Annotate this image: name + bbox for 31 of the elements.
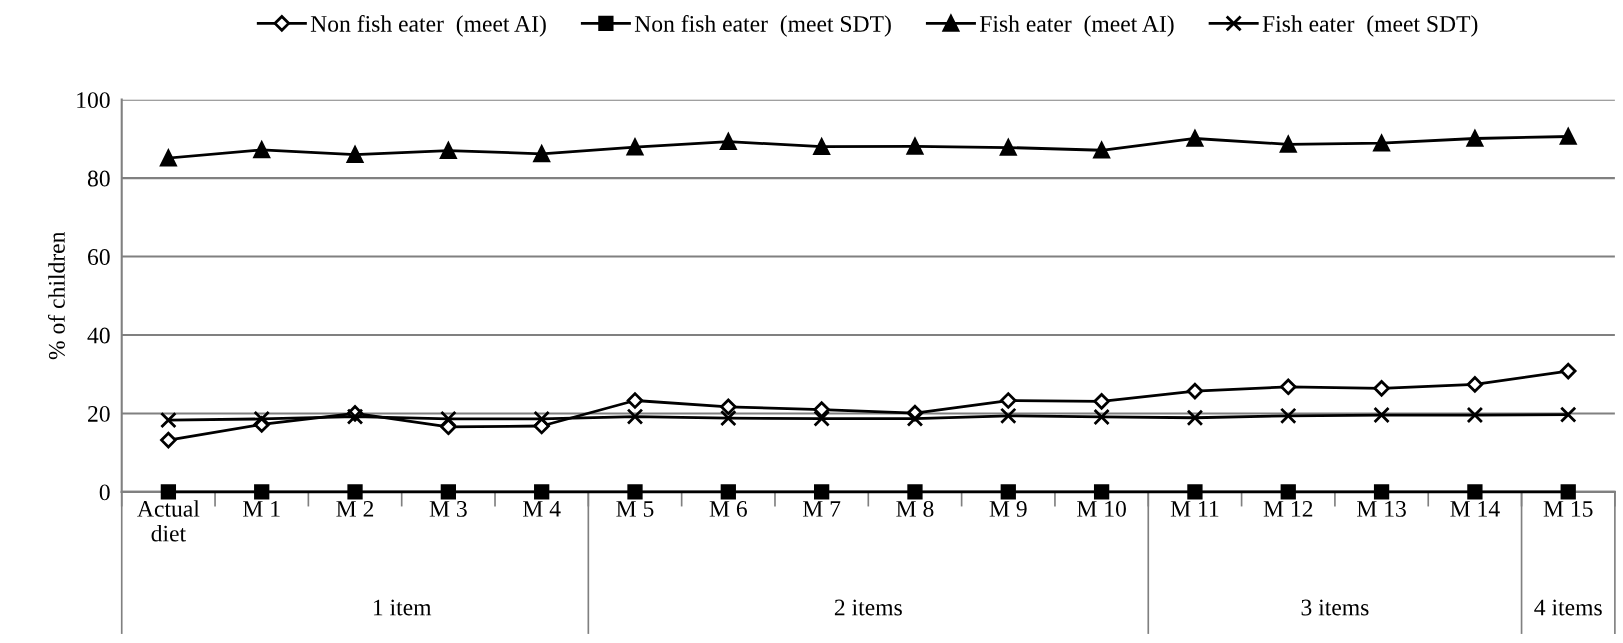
x-tick-label: M 15: [1543, 501, 1593, 517]
y-axis-title: % of children: [47, 231, 65, 360]
x-tick-label: M 12: [1263, 500, 1313, 517]
legend-label: Fish eater (meet SDT): [1262, 15, 1478, 37]
x-tick-label: M 1: [243, 501, 280, 517]
x-tick-label: Actual diet: [137, 500, 200, 542]
x-tick-label: M 10: [1077, 500, 1126, 517]
y-tick-label: 80: [87, 170, 110, 187]
x-tick-label: M 13: [1357, 500, 1406, 517]
x-tick-label: M 9: [989, 500, 1027, 517]
legend-label: Non fish eater (meet SDT): [634, 15, 891, 37]
x-tick-label: M 3: [429, 500, 467, 517]
x-tick-label: M 5: [616, 501, 654, 517]
legend-label: Fish eater (meet AI): [979, 15, 1174, 37]
x-tick-label: M 4: [523, 501, 561, 517]
text: 1 item: [373, 599, 432, 616]
text: 2 items: [834, 599, 902, 616]
x-tick-label: M 2: [336, 500, 374, 517]
x-tick-label: M 7: [802, 501, 841, 517]
x-tick-label: M 11: [1170, 501, 1219, 517]
y-tick-label: 40: [87, 327, 110, 344]
y-tick-label: 0: [99, 484, 110, 501]
y-tick-label: 100: [77, 92, 110, 109]
x-tick-label: M 8: [896, 500, 934, 517]
text: 4 items: [1534, 599, 1602, 616]
y-tick-label: 60: [88, 249, 110, 265]
x-tick-label: M 6: [709, 500, 747, 517]
legend-label: Non fish eater (meet AI): [310, 15, 546, 37]
text: 3 items: [1301, 599, 1369, 616]
x-tick-label: M 14: [1450, 501, 1500, 517]
y-tick-label: 20: [88, 405, 110, 422]
